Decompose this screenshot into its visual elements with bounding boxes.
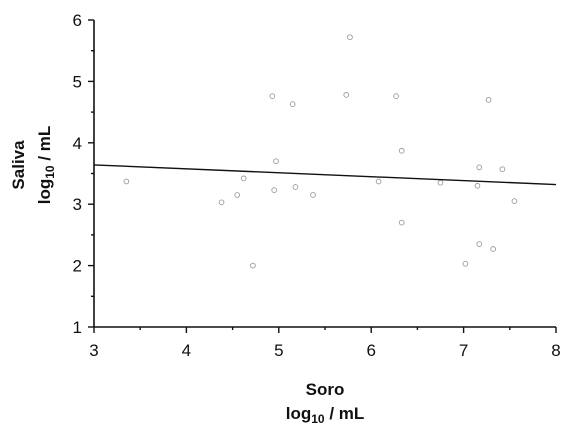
y-axis-title-line2: log10 / mL — [35, 126, 57, 205]
y-tick-label: 5 — [73, 72, 82, 91]
data-point — [289, 101, 296, 107]
x-axis-title-line2: log10 / mL — [286, 404, 365, 426]
trend-line — [93, 164, 557, 186]
data-point — [375, 178, 382, 185]
data-point — [398, 219, 405, 226]
data-point — [250, 262, 256, 269]
data-point — [271, 187, 278, 193]
x-tick-label: 5 — [274, 341, 283, 360]
data-point — [476, 164, 483, 171]
y-axis-title-unit: / mL — [35, 126, 54, 166]
y-ticks: 1 2 3 4 5 6 — [73, 11, 94, 337]
data-point — [485, 96, 492, 103]
data-point — [437, 179, 444, 186]
data-point — [310, 192, 316, 198]
data-point — [343, 92, 350, 98]
data-point — [490, 246, 497, 252]
x-tick-label: 7 — [459, 341, 468, 360]
data-point — [234, 192, 241, 198]
y-tick-label: 4 — [73, 134, 82, 153]
data-point — [398, 147, 405, 154]
x-ticks: 3 4 5 6 7 8 — [89, 327, 561, 360]
x-tick-label: 6 — [366, 341, 375, 360]
x-tick-label: 3 — [89, 341, 98, 360]
data-point — [462, 260, 469, 267]
y-tick-label: 1 — [73, 318, 82, 337]
y-axis-title-sub: 10 — [43, 165, 57, 179]
data-point — [269, 93, 276, 99]
x-axis-title-unit: / mL — [325, 404, 365, 423]
data-point — [476, 241, 483, 247]
data-point — [474, 182, 481, 189]
x-axis-title-log: log — [286, 404, 312, 423]
x-tick-label: 8 — [551, 341, 560, 360]
data-point — [240, 175, 247, 182]
x-tick-label: 4 — [182, 341, 191, 360]
x-axis-title-sub: 10 — [311, 412, 325, 426]
points-layer — [123, 34, 518, 269]
y-tick-label: 3 — [73, 195, 82, 214]
y-tick-label: 2 — [73, 257, 82, 276]
y-axis-title-line1: Saliva — [9, 140, 28, 190]
data-point — [511, 198, 518, 204]
data-point — [393, 93, 399, 99]
data-point — [499, 166, 506, 173]
x-axis-title-line1: Soro — [306, 380, 345, 399]
data-point — [347, 34, 353, 41]
data-point — [292, 184, 299, 190]
data-point — [273, 158, 279, 165]
y-axis-title-log: log — [35, 179, 54, 205]
data-point — [218, 199, 225, 206]
y-tick-label: 6 — [73, 11, 82, 30]
data-point — [123, 178, 130, 185]
